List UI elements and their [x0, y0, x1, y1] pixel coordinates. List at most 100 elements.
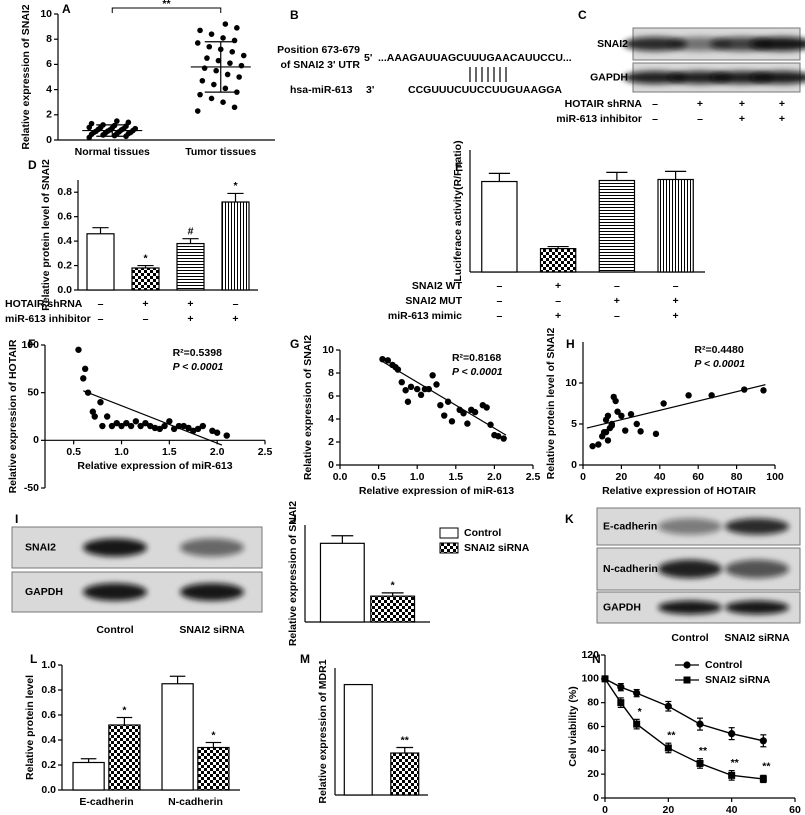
sequence-panel: B Position 673-679 of SNAI2 3' UTR 5' ..…: [277, 8, 572, 96]
marker: [601, 675, 609, 683]
marker: [633, 720, 641, 728]
data-point: [760, 387, 767, 394]
data-point: [595, 441, 602, 448]
blot-band: [725, 518, 789, 535]
bar: [176, 242, 205, 291]
y-tick-label: 20: [587, 768, 599, 780]
data-point: [222, 85, 229, 92]
condition-label: HOTAIR shRNA: [5, 298, 83, 310]
data-point: [384, 357, 392, 364]
blot-band: [658, 518, 722, 535]
r-squared: R²=0.8168: [452, 352, 501, 364]
data-point: [604, 437, 612, 444]
condition-mark: +: [187, 298, 193, 310]
x-tick-label: 2.0: [210, 446, 225, 458]
lane-label: SNAI2 siRNA: [724, 632, 790, 644]
x-tick-label: 1.5: [162, 446, 177, 458]
bar: [319, 542, 365, 623]
x-axis-label: Relative expression of miR-613: [359, 485, 514, 497]
r-squared: R²=0.5398: [173, 347, 222, 359]
condition-mark: –: [673, 280, 679, 292]
bar: [108, 724, 141, 791]
annotation: *: [211, 729, 216, 741]
condition-mark: +: [614, 295, 620, 307]
condition-mark: –: [233, 298, 239, 310]
marker: [664, 744, 672, 752]
panel-letter: J: [290, 512, 297, 526]
condition-mark: +: [739, 98, 745, 110]
marker: [696, 759, 704, 767]
blot-band: [725, 559, 789, 579]
condition-mark: –: [98, 313, 104, 325]
data-point: [97, 399, 104, 406]
data-point: [633, 420, 640, 428]
bar: [86, 233, 115, 291]
marker: [696, 720, 704, 728]
x-tick-label: 0: [602, 804, 608, 815]
data-point: [197, 91, 203, 98]
significance-bracket: [111, 7, 222, 13]
data-point: [500, 435, 507, 442]
marker: [664, 702, 672, 710]
marker: [633, 689, 641, 697]
y-tick-label: 0: [593, 792, 599, 804]
mirna-label: hsa-miR-613: [290, 84, 353, 96]
annotation: *: [143, 252, 148, 264]
strand-end: 5': [364, 52, 372, 64]
x-tick-label: 20: [662, 804, 674, 815]
data-point: [194, 108, 201, 114]
panel-letter: I: [15, 512, 18, 526]
panel-letter: F: [28, 337, 35, 351]
y-tick-label: 4: [328, 413, 334, 425]
data-point: [111, 122, 118, 129]
data-point: [622, 427, 629, 434]
panel-letter: B: [290, 8, 299, 22]
blot-band: [658, 559, 722, 579]
data-point: [417, 391, 425, 399]
data-point: [234, 25, 240, 31]
data-point: [80, 375, 87, 382]
condition-label: HOTAIR shRNA: [565, 98, 643, 110]
data-point: [414, 385, 421, 393]
data-point: [199, 77, 206, 84]
marker: [759, 775, 767, 783]
data-point: [589, 442, 596, 450]
data-point: [137, 422, 144, 430]
data-point: [91, 413, 98, 420]
blot-band: [750, 36, 805, 52]
panel-letter: K: [565, 512, 574, 526]
data-point: [460, 410, 467, 417]
data-point: [231, 37, 238, 44]
fit-line: [382, 360, 507, 436]
condition-mark: +: [739, 113, 745, 125]
series-line: [604, 678, 764, 780]
data-point: [194, 425, 202, 433]
data-point: [161, 422, 168, 430]
y-axis-label: Relative expression of MDR1: [317, 659, 329, 803]
data-point: [114, 118, 120, 124]
panel-letter: M: [300, 652, 310, 666]
blot-row-label: SNAI2: [597, 38, 628, 50]
panel-letter: G: [290, 337, 299, 351]
y-tick-label: 0.6: [41, 709, 56, 721]
marker: [617, 683, 625, 691]
bar: [221, 201, 250, 291]
data-point: [194, 40, 201, 46]
bar: [390, 752, 420, 796]
data-point: [637, 428, 644, 435]
annotation: **: [401, 734, 410, 746]
data-point: [227, 60, 233, 66]
y-tick-label: 6: [328, 390, 334, 402]
fit-line: [586, 384, 766, 429]
condition-mark: +: [673, 295, 679, 307]
condition-mark: +: [779, 113, 785, 125]
data-point: [213, 67, 219, 74]
legend-marker: [683, 676, 691, 684]
panel-letter: N: [592, 652, 601, 666]
y-axis-label: Relative expression of SNAI2: [302, 335, 314, 480]
data-point: [234, 89, 240, 95]
data-point: [206, 43, 213, 50]
y-tick-label: 0: [328, 459, 334, 471]
mirna-sequence: CCGUUUCUUCCUUGUAAGGA: [408, 84, 562, 96]
